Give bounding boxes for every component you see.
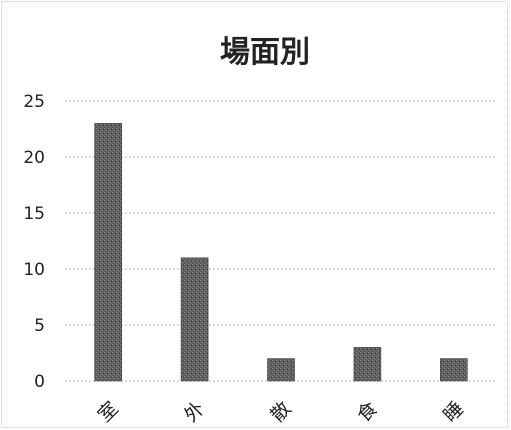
y-tick-label: 5 <box>34 316 45 336</box>
chart-title: 場面別 <box>220 35 310 70</box>
y-tick-label: 25 <box>23 92 45 112</box>
x-axis-categories: 室外散食睡 <box>94 397 469 426</box>
bar-3 <box>267 358 295 382</box>
y-axis-ticks: 0 5 10 15 20 25 <box>23 92 45 392</box>
bar-5 <box>439 358 468 382</box>
x-category-label: 外 <box>180 397 209 426</box>
y-tick-label: 15 <box>23 204 45 224</box>
y-tick-label: 0 <box>34 372 45 392</box>
bar-4 <box>353 347 382 382</box>
x-category-label: 睡 <box>439 397 468 426</box>
y-tick-label: 10 <box>23 260 45 280</box>
bar-2 <box>180 257 209 382</box>
bars <box>94 123 468 382</box>
x-category-label: 散 <box>266 397 295 426</box>
x-category-label: 室 <box>94 397 123 426</box>
gridlines <box>65 100 497 382</box>
x-category-label: 食 <box>353 397 382 426</box>
bar-1 <box>94 123 122 382</box>
y-tick-label: 20 <box>23 148 45 168</box>
